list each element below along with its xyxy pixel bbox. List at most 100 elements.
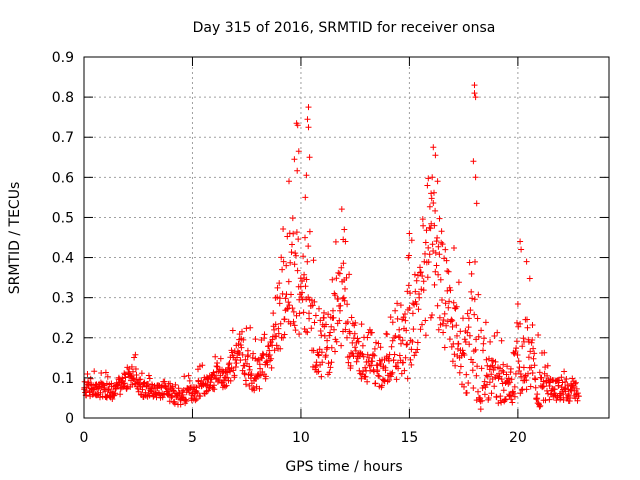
data-point [540, 383, 547, 390]
data-point [294, 167, 301, 174]
data-point [527, 383, 534, 390]
data-point [231, 372, 238, 379]
data-point [498, 376, 505, 383]
data-point [492, 358, 499, 365]
data-point [449, 358, 456, 365]
data-point [403, 327, 410, 334]
data-point [310, 257, 317, 264]
y-tick-label: 0.4 [52, 251, 74, 267]
data-point [185, 372, 192, 379]
data-point [353, 358, 360, 365]
data-point [408, 237, 415, 244]
data-point [366, 354, 373, 361]
data-point [210, 369, 217, 376]
data-point [511, 383, 518, 390]
y-tick-labels: 0 0.1 0.2 0.3 0.4 0.5 0.6 0.7 0.8 0.9 [52, 50, 74, 427]
data-point [424, 274, 431, 281]
data-point [471, 82, 478, 89]
data-point [132, 351, 139, 358]
data-point [475, 333, 482, 340]
data-point [315, 368, 322, 375]
data-point [498, 337, 505, 344]
data-point [246, 382, 253, 389]
data-point [508, 376, 515, 383]
data-point [509, 399, 516, 406]
data-point [449, 317, 456, 324]
data-point [390, 357, 397, 364]
data-point [368, 329, 375, 336]
data-point [193, 396, 200, 402]
data-point [280, 226, 287, 232]
data-point [478, 327, 485, 334]
x-tick-labels: 0 5 10 15 20 [80, 430, 527, 446]
data-point [471, 311, 478, 318]
data-point [399, 337, 406, 344]
data-point [487, 338, 494, 345]
data-point [292, 327, 299, 334]
data-point [304, 258, 311, 265]
data-point [371, 345, 378, 352]
data-point [246, 363, 253, 370]
data-point [332, 348, 338, 355]
data-point [484, 362, 491, 369]
data-point [478, 365, 485, 372]
data-point [428, 195, 435, 202]
data-point [406, 230, 413, 237]
data-point [415, 306, 422, 313]
data-point [470, 158, 477, 165]
data-point [466, 332, 473, 339]
data-point [242, 356, 249, 363]
data-point [417, 264, 423, 271]
data-point [294, 267, 301, 274]
data-point [137, 376, 144, 383]
x-tick-label: 5 [188, 430, 197, 446]
data-point [312, 364, 319, 371]
data-point [466, 259, 473, 266]
data-point [388, 371, 395, 378]
data-point [409, 310, 416, 317]
data-point [467, 307, 474, 314]
data-point [437, 276, 444, 283]
data-point [475, 291, 482, 298]
data-point [87, 375, 94, 382]
data-point [229, 349, 236, 356]
data-point [133, 372, 140, 378]
data-point [250, 350, 257, 357]
data-point [309, 302, 316, 309]
data-point [524, 324, 531, 331]
data-point [442, 246, 449, 253]
data-point [431, 281, 438, 288]
data-point [128, 363, 135, 370]
data-point [462, 339, 469, 345]
data-point [105, 387, 112, 393]
data-point [514, 301, 521, 307]
data-point [470, 385, 477, 391]
data-point [329, 276, 336, 283]
data-point [473, 200, 480, 207]
data-point [276, 295, 283, 302]
data-point [520, 335, 527, 342]
data-point [422, 317, 429, 324]
data-point [236, 350, 243, 356]
data-point [286, 178, 292, 185]
data-point [338, 342, 345, 349]
data-point [558, 374, 565, 381]
data-point [379, 382, 385, 389]
data-point [278, 254, 285, 261]
data-point [251, 387, 258, 394]
data-point [230, 367, 237, 374]
data-point [91, 368, 98, 375]
data-point [285, 278, 292, 285]
data-point [102, 388, 109, 395]
data-point [474, 363, 481, 370]
x-tick-label: 0 [80, 430, 89, 446]
data-point [316, 305, 322, 312]
data-point [308, 325, 315, 332]
data-point [281, 316, 288, 323]
data-point [419, 321, 425, 328]
data-point [306, 154, 313, 161]
data-point [445, 304, 452, 311]
data-point [461, 352, 468, 358]
data-point [257, 372, 264, 379]
